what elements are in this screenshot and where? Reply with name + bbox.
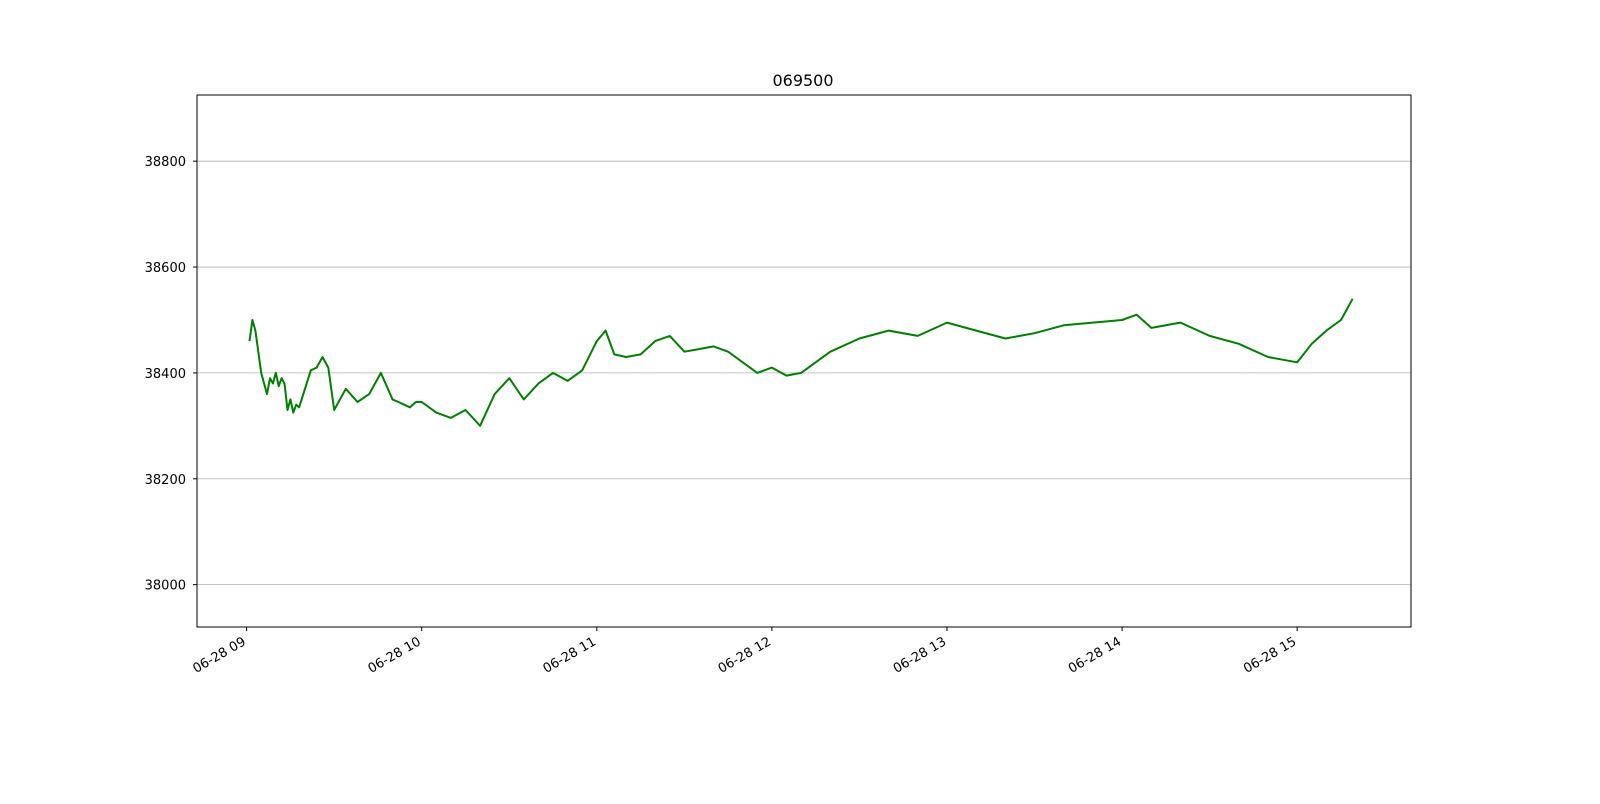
x-tick-label: 06-28 09 bbox=[190, 634, 248, 676]
y-axis: 38000 38200 38400 38600 38800 bbox=[145, 155, 197, 594]
y-tick-label: 38800 bbox=[145, 155, 186, 170]
chart-title: 069500 bbox=[772, 71, 833, 90]
x-tick-label: 06-28 11 bbox=[541, 634, 599, 676]
plot-frame bbox=[196, 94, 1412, 628]
x-tick-label: 06-28 14 bbox=[1066, 634, 1124, 676]
y-tick-label: 38400 bbox=[145, 367, 186, 382]
x-axis: 06-28 09 06-28 10 06-28 11 06-28 12 06-28 13… bbox=[190, 627, 1299, 677]
series-line bbox=[248, 298, 1354, 427]
x-tick-label: 06-28 12 bbox=[716, 634, 774, 676]
gridlines bbox=[197, 160, 1411, 586]
y-tick-label: 38000 bbox=[145, 579, 186, 594]
x-tick-label: 06-28 15 bbox=[1241, 634, 1299, 676]
series-layer bbox=[248, 298, 1354, 427]
x-tick-label: 06-28 10 bbox=[366, 634, 424, 676]
y-tick-label: 38200 bbox=[145, 473, 186, 488]
x-tick-label: 06-28 13 bbox=[891, 634, 949, 676]
y-tick-label: 38600 bbox=[145, 261, 186, 276]
